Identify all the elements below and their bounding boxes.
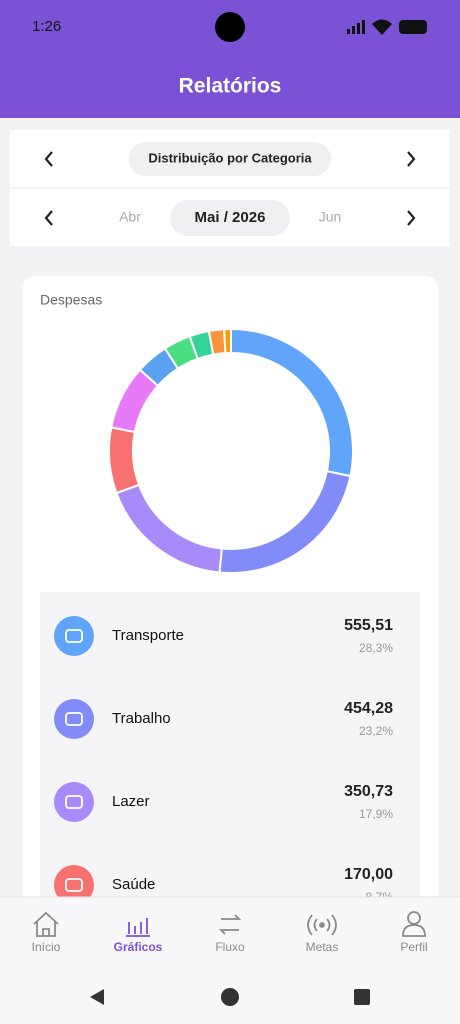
- nav-icon: [33, 911, 59, 937]
- status-icons: [347, 19, 427, 35]
- nav-icon-path: [33, 911, 59, 937]
- next-mode[interactable]: [407, 151, 416, 167]
- prev-month[interactable]: Abr: [119, 209, 141, 225]
- icon-glyph: [65, 629, 83, 643]
- sys-home[interactable]: [221, 988, 239, 1006]
- category-icon: [54, 699, 94, 739]
- nav-icon: [126, 918, 150, 937]
- category-percent: 28,3%: [359, 641, 393, 655]
- nav-icon-path: [307, 914, 337, 936]
- nav-icon-head: [407, 911, 421, 925]
- next-month[interactable]: Jun: [319, 209, 342, 225]
- icon-glyph: [65, 878, 83, 892]
- month-label: Mai / 2026: [195, 209, 266, 226]
- nav-items: Início Gráficos Fluxo Metas Perfil: [32, 911, 428, 954]
- category-name: Lazer: [112, 793, 150, 810]
- nav-icon: [402, 911, 426, 937]
- screen-title: Relatórios: [179, 75, 282, 98]
- category-name: Transporte: [112, 627, 184, 644]
- category-percent: 8,7%: [366, 890, 394, 904]
- prev-month-btn[interactable]: [44, 210, 53, 226]
- nav-label[interactable]: Gráficos: [114, 940, 163, 954]
- list-items: Transporte 555,51 28,3% Trabalho 454,28 23,2%…: [54, 616, 394, 904]
- chart-title: Despesas: [40, 292, 102, 308]
- category-amount: 555,51: [344, 617, 393, 634]
- category-amount: 170,00: [344, 866, 393, 883]
- donut: [108, 327, 354, 574]
- category-icon: [54, 865, 94, 897]
- icon-glyph: [65, 712, 83, 726]
- nav-icon-path: [402, 924, 426, 937]
- donut-segment: [223, 327, 232, 355]
- nav-label[interactable]: Fluxo: [215, 940, 245, 954]
- prev-mode[interactable]: [44, 151, 53, 167]
- nav-icon: [307, 914, 337, 936]
- category-list: Transporte 555,51 28,3% Trabalho 454,28 23,2%…: [40, 592, 420, 904]
- nav-icon-path: [126, 918, 150, 937]
- category-name: Saúde: [112, 876, 155, 893]
- category-name: Trabalho: [112, 710, 171, 727]
- icon-glyph: [65, 795, 83, 809]
- nav-label[interactable]: Perfil: [400, 940, 427, 954]
- list-bg: [40, 592, 420, 897]
- nav-icon-dot: [319, 922, 325, 928]
- sys-back[interactable]: [90, 989, 104, 1005]
- status-time: 1:26: [32, 18, 61, 35]
- category-icon: [54, 616, 94, 656]
- category-percent: 17,9%: [359, 807, 393, 821]
- sys-recents[interactable]: [354, 989, 370, 1005]
- nav-label[interactable]: Início: [32, 940, 61, 954]
- camera: [215, 12, 245, 42]
- nav-label[interactable]: Metas: [306, 940, 339, 954]
- mode-pill[interactable]: [129, 142, 331, 176]
- month-pill[interactable]: [170, 200, 290, 236]
- nav-icon-path: [218, 914, 242, 935]
- category-icon: [54, 782, 94, 822]
- category-amount: 454,28: [344, 700, 393, 717]
- category-percent: 23,2%: [359, 724, 393, 738]
- nav-icon: [218, 914, 242, 935]
- mode-label: Distribuição por Categoria: [148, 150, 312, 165]
- category-amount: 350,73: [344, 783, 393, 800]
- next-month-btn[interactable]: [407, 210, 416, 226]
